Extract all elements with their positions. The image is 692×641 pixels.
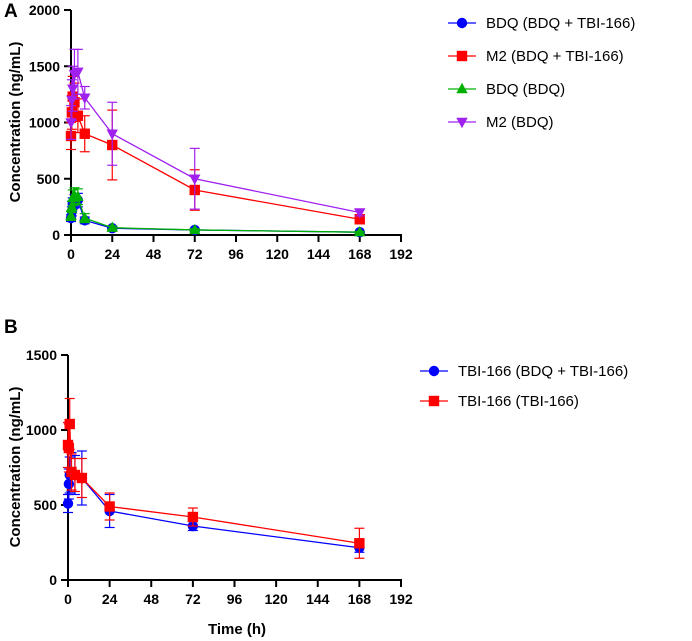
panel-a-series-line-1	[70, 96, 360, 220]
panel-a-legend-marker-3	[456, 117, 468, 129]
panel-a-letter: A	[4, 1, 18, 22]
panel-b-x-tick-label-96: 96	[227, 591, 243, 607]
panel-a-x-tick-label-120: 120	[266, 246, 290, 262]
panel-b-x-tick-label-168: 168	[348, 591, 372, 607]
panel-b-x-tick-label-72: 72	[185, 591, 201, 607]
panel-a-data-point-3-8	[354, 208, 366, 219]
panel-b-data-point-1-6	[104, 501, 115, 512]
panel-b-data-point-1-8	[354, 538, 365, 549]
panel-b-x-tick-label-192: 192	[389, 591, 413, 607]
panel-a-x-tick-label-48: 48	[146, 246, 162, 262]
panel-a-data-point-2-8	[354, 225, 366, 237]
panel-a-plot-area: 0 500 1000 1500 2000 0 24 48 72 96 120 144 168 192	[29, 2, 413, 262]
panel-a-y-tick-label-1500: 1500	[29, 58, 60, 74]
panel-a-data-point-2-0	[65, 209, 77, 221]
panel-a-legend-entry-m2-bdq: M2 (BDQ)	[448, 114, 554, 131]
panel-b-data-point-1-2	[64, 418, 75, 430]
panel-a-x-tick-label-96: 96	[228, 246, 244, 262]
panel-b-data-point-1-1	[63, 442, 75, 454]
panel-b: B Concentration (ng/mL) Time (h) 0 500 100…	[4, 317, 628, 638]
panel-b-legend-entry-tbi-166-bdq-tbi-166: TBI-166 (BDQ + TBI-166)	[420, 363, 628, 380]
panel-b-data-point-0-0	[62, 498, 74, 509]
panel-b-data-point-0-1	[63, 478, 75, 490]
panel-a-legend-label-0: BDQ (BDQ + TBI-166)	[486, 15, 635, 32]
panel-b-legend-label-1: TBI-166 (TBI-166)	[458, 393, 579, 410]
panel-a-y-tick-label-2000: 2000	[29, 2, 60, 18]
panel-a-data-point-3-2	[67, 84, 79, 95]
panel-b-series-line-1	[67, 423, 360, 544]
panel-a-legend-label-3: M2 (BDQ)	[486, 114, 554, 131]
panel-b-series-tbi-166-tbi-166	[62, 397, 365, 559]
panel-a-data-point-2-4	[72, 190, 84, 201]
panel-b-x-tick-label-48: 48	[143, 591, 159, 607]
panel-b-x-axis-title: Time (h)	[208, 621, 266, 638]
panel-b-data-point-1-7	[187, 511, 199, 523]
panel-a-data-point-2-5	[79, 211, 91, 223]
panel-a-data-point-1-5	[79, 128, 90, 139]
panel-b-data-point-1-5	[76, 472, 88, 484]
panel-a-data-point-3-5	[79, 93, 91, 104]
panel-a-x-tick-label-72: 72	[187, 246, 203, 262]
panel-a-legend-entry-m2-bdq-tbi-166: M2 (BDQ + TBI-166)	[448, 48, 624, 65]
panel-a-x-tick-label-144: 144	[307, 246, 331, 262]
panel-a-legend-entry-bdq-bdq-tbi-166: BDQ (BDQ + TBI-166)	[448, 15, 635, 32]
panel-a-legend-marker-1	[456, 50, 468, 62]
panel-b-y-tick-label-500: 500	[34, 497, 58, 513]
panel-a-data-point-1-8	[354, 214, 365, 225]
panel-a-series-m2-bdq	[65, 48, 366, 219]
panel-a-x-tick-label-192: 192	[389, 246, 413, 262]
panel-b-data-point-1-4	[69, 469, 81, 481]
panel-a-x-tick-label-0: 0	[67, 246, 75, 262]
panel-b-y-tick-label-1000: 1000	[26, 422, 57, 438]
panel-b-legend-marker-0	[428, 365, 440, 377]
panel-a-legend: BDQ (BDQ + TBI-166) M2 (BDQ + TBI-166) BDQ…	[448, 15, 635, 131]
panel-b-y-tick-label-1500: 1500	[26, 347, 57, 363]
panel-a-data-point-3-1	[66, 95, 78, 107]
panel-a: A Concentration (ng/mL) 0 500 1000 1500 2000…	[4, 1, 635, 262]
panel-b-x-tick-label-144: 144	[306, 591, 330, 607]
panel-a-series-bdq-bdq	[65, 187, 366, 237]
panel-a-data-point-3-7	[189, 174, 201, 185]
panel-a-y-tick-label-500: 500	[37, 171, 61, 187]
panel-b-legend-entry-tbi-166-tbi-166: TBI-166 (TBI-166)	[420, 393, 579, 410]
panel-a-y-axis-title: Concentration (ng/mL)	[7, 42, 24, 203]
panel-a-legend-label-1: M2 (BDQ + TBI-166)	[486, 48, 624, 65]
panel-a-y-tick-label-1000: 1000	[29, 115, 60, 131]
panel-a-legend-entry-bdq-bdq: BDQ (BDQ)	[448, 81, 565, 98]
panel-b-x-tick-label-24: 24	[102, 591, 118, 607]
panel-a-y-tick-label-0: 0	[52, 227, 60, 243]
panel-a-data-point-1-3	[69, 97, 80, 108]
panel-a-data-point-2-1	[66, 200, 78, 212]
panel-b-plot-area: 0 500 1000 1500 0 24 48 72 96 120 144 168 192	[26, 347, 413, 607]
panel-a-legend-marker-2	[456, 82, 468, 94]
panel-a-legend-label-2: BDQ (BDQ)	[486, 81, 565, 98]
panel-b-legend-label-0: TBI-166 (BDQ + TBI-166)	[458, 363, 628, 380]
panel-a-data-point-1-4	[72, 110, 84, 121]
panel-a-x-tick-label-168: 168	[348, 246, 372, 262]
panel-b-legend: TBI-166 (BDQ + TBI-166) TBI-166 (TBI-166)	[420, 363, 628, 410]
panel-a-data-point-2-6	[106, 221, 118, 232]
panel-a-data-point-3-4	[72, 67, 84, 79]
panel-b-x-tick-label-0: 0	[64, 591, 72, 607]
panel-a-data-point-3-6	[106, 129, 118, 140]
panel-b-y-axis-title: Concentration (ng/mL)	[7, 387, 24, 548]
panel-b-x-tick-label-120: 120	[264, 591, 288, 607]
panel-a-data-point-2-7	[189, 223, 201, 235]
panel-a-legend-marker-0	[456, 17, 468, 29]
panel-a-series-m2-bdq-tbi-166	[65, 75, 365, 225]
panel-b-y-tick-label-0: 0	[49, 572, 57, 588]
panel-b-legend-marker-1	[428, 395, 440, 407]
panel-a-data-point-3-0	[65, 118, 77, 129]
panel-b-letter: B	[4, 317, 18, 338]
panel-a-x-tick-label-24: 24	[104, 246, 120, 262]
